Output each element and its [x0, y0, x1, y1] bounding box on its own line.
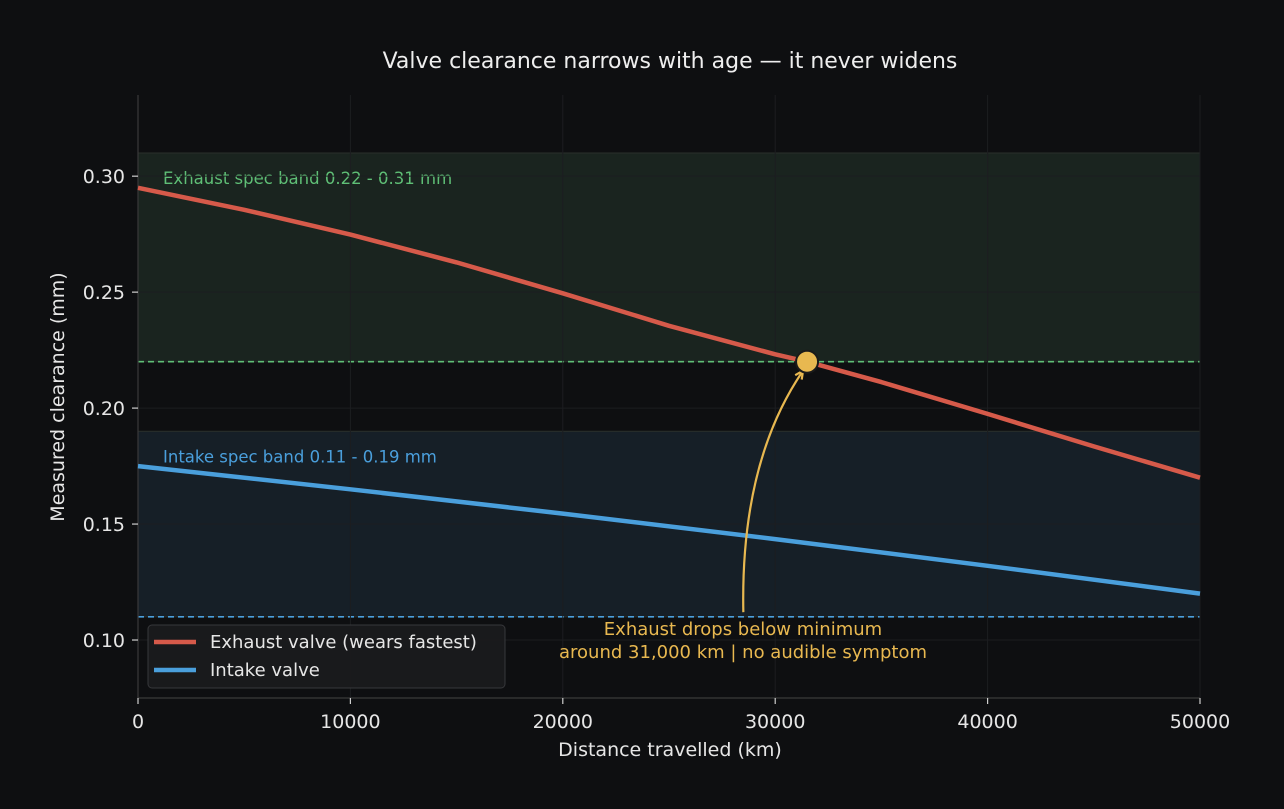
annotation-text-line: Exhaust drops below minimum	[604, 619, 882, 640]
annotation-text-line: around 31,000 km | no audible symptom	[559, 642, 927, 663]
annotation-arrow	[742, 370, 804, 613]
y-axis-label: Measured clearance (mm)	[47, 272, 69, 521]
series-line-1	[137, 463, 1201, 596]
series-line-0	[137, 185, 1201, 480]
y-tick-label: 0.20	[83, 398, 125, 420]
intake-spec-band-label: Intake spec band 0.11 - 0.19 mm	[163, 447, 437, 466]
exhaust-spec-band-label: Exhaust spec band 0.22 - 0.31 mm	[163, 169, 452, 188]
x-tick-label: 20000	[533, 711, 593, 733]
y-tick-label: 0.30	[83, 166, 125, 188]
x-axis-label: Distance travelled (km)	[558, 739, 782, 761]
y-tick-label: 0.25	[83, 282, 125, 304]
y-tick-label: 0.15	[83, 514, 125, 536]
legend: Exhaust valve (wears fastest) Intake valv…	[147, 624, 506, 689]
legend-entry: Intake valve	[210, 660, 320, 681]
axes: 0 10000 20000 30000 40000 50000 0.10 0.15 0.20 0.…	[83, 95, 1230, 733]
x-tick-label: 30000	[745, 711, 805, 733]
x-tick-label: 50000	[1170, 711, 1230, 733]
chart-title: Valve clearance narrows with age — it ne…	[383, 49, 958, 74]
crossing-point-marker	[795, 349, 820, 374]
legend-box	[147, 624, 506, 689]
x-tick-label: 40000	[957, 711, 1017, 733]
x-tick-label: 0	[132, 711, 144, 733]
legend-entry: Exhaust valve (wears fastest)	[210, 632, 477, 653]
series	[137, 185, 1201, 596]
y-tick-label: 0.10	[83, 630, 125, 652]
x-tick-label: 10000	[320, 711, 380, 733]
